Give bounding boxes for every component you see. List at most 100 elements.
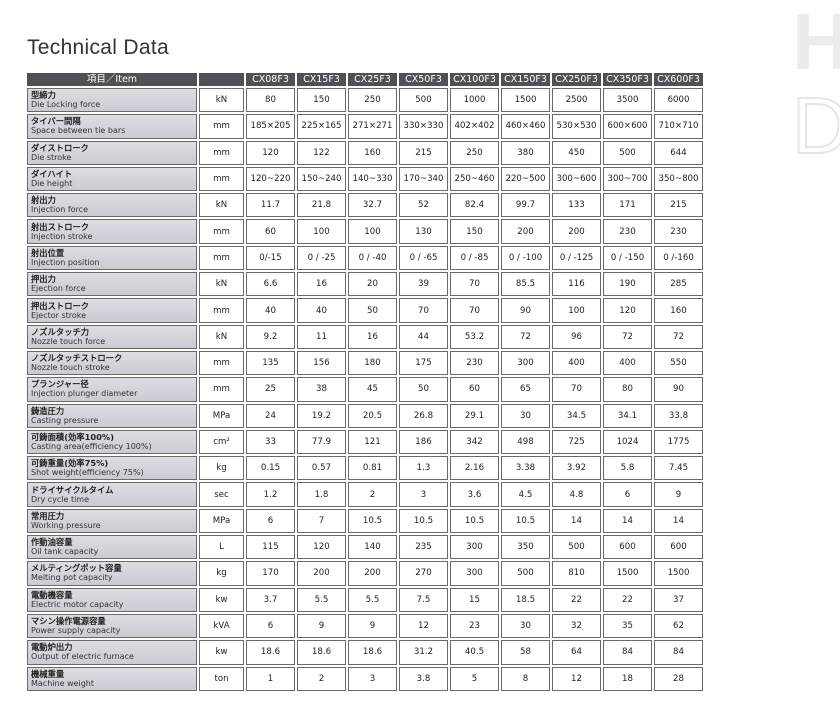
- item-ja: ノズルタッチ力: [31, 326, 90, 337]
- value-cell: 0 / -100: [501, 245, 550, 271]
- value-cell: 3.38: [501, 456, 550, 481]
- value-cell: 80: [246, 88, 295, 113]
- value-cell: 28: [654, 666, 703, 691]
- value-cell: 72: [654, 324, 703, 349]
- value-cell: 100: [348, 219, 397, 244]
- spec-row: 鋳造圧力 Casting pressure MPa 24 19.2 20.5 26.8 29.…: [27, 403, 703, 428]
- value-cell: 5: [450, 666, 499, 691]
- value-cell: 26.8: [399, 403, 448, 428]
- unit-cell: mm: [199, 350, 244, 376]
- model-header: CX350F3: [603, 73, 652, 86]
- model-header: CX15F3: [297, 73, 346, 86]
- item-cell: ダイストローク Die stroke: [27, 140, 197, 165]
- model-header: CX250F3: [552, 73, 601, 86]
- spec-row: 型締力 Die Locking force kN 80 150 250 500 1000 150…: [27, 88, 703, 113]
- value-cell: 300~700: [603, 166, 652, 192]
- value-cell: 140: [348, 535, 397, 560]
- unit-header: [199, 73, 244, 86]
- value-cell: 23: [450, 613, 499, 639]
- item-cell: 作動油容量 Oil tank capacity: [27, 535, 197, 560]
- value-cell: 116: [552, 272, 601, 297]
- value-cell: 50: [399, 377, 448, 402]
- value-cell: 250~460: [450, 166, 499, 192]
- item-en: Oil tank capacity: [31, 547, 99, 557]
- value-cell: 40.5: [450, 640, 499, 665]
- item-cell: 可鋳重量(効率75%) Shot weight(efficiency 75%): [27, 456, 197, 481]
- value-cell: 10.5: [348, 508, 397, 534]
- value-cell: 215: [654, 193, 703, 218]
- spec-row: ダイストローク Die stroke mm 120 122 160 215 250 380 450…: [27, 140, 703, 165]
- value-cell: 7: [297, 508, 346, 534]
- value-cell: 3: [399, 482, 448, 507]
- value-cell: 21.8: [297, 193, 346, 218]
- item-en: Injection stroke: [31, 231, 93, 241]
- value-cell: 32: [552, 613, 601, 639]
- value-cell: 2500: [552, 88, 601, 113]
- value-cell: 121: [348, 429, 397, 455]
- item-en: Melting pot capacity: [31, 573, 113, 583]
- value-cell: 39: [399, 272, 448, 297]
- value-cell: 7.5: [399, 587, 448, 612]
- value-cell: 186: [399, 429, 448, 455]
- value-cell: 33.8: [654, 403, 703, 428]
- unit-cell: kg: [199, 456, 244, 481]
- value-cell: 60: [450, 377, 499, 402]
- value-cell: 135: [246, 350, 295, 376]
- unit-cell: mm: [199, 166, 244, 192]
- item-ja: 鋳造圧力: [31, 405, 65, 416]
- value-cell: 6.6: [246, 272, 295, 297]
- item-cell: 押出ストローク Ejector stroke: [27, 298, 197, 323]
- item-ja: ノズルタッチストローク: [31, 353, 123, 364]
- item-ja: プランジャー径: [31, 379, 89, 390]
- model-header: CX08F3: [246, 73, 295, 86]
- item-ja: メルティングポット容量: [31, 563, 122, 574]
- item-en: Ejector stroke: [31, 310, 87, 320]
- value-cell: 99.7: [501, 193, 550, 218]
- value-cell: 500: [501, 561, 550, 586]
- value-cell: 1500: [603, 561, 652, 586]
- value-cell: 25: [246, 377, 295, 402]
- value-cell: 100: [552, 298, 601, 323]
- item-cell: 射出力 Injection force: [27, 193, 197, 218]
- value-cell: 4.8: [552, 482, 601, 507]
- value-cell: 37: [654, 587, 703, 612]
- value-cell: 6: [246, 508, 295, 534]
- unit-cell: kw: [199, 587, 244, 612]
- item-cell: ダイハイト Die height: [27, 166, 197, 192]
- value-cell: 1000: [450, 88, 499, 113]
- value-cell: 22: [552, 587, 601, 612]
- item-header: 項目／Item: [27, 73, 197, 86]
- decoration-letter: H: [792, 0, 840, 86]
- value-cell: 30: [501, 403, 550, 428]
- value-cell: 100: [297, 219, 346, 244]
- value-cell: 11: [297, 324, 346, 349]
- item-en: Casting pressure: [31, 415, 99, 425]
- value-cell: 20: [348, 272, 397, 297]
- value-cell: 84: [654, 640, 703, 665]
- value-cell: 1500: [501, 88, 550, 113]
- value-cell: 498: [501, 429, 550, 455]
- item-cell: ノズルタッチ力 Nozzle touch force: [27, 324, 197, 349]
- unit-cell: kN: [199, 193, 244, 218]
- spec-row: 常用圧力 Working pressure MPa 6 7 10.5 10.5 10.5 10.…: [27, 508, 703, 534]
- value-cell: 271×271: [348, 114, 397, 139]
- value-cell: 300: [501, 350, 550, 376]
- value-cell: 0 / -40: [348, 245, 397, 271]
- value-cell: 550: [654, 350, 703, 376]
- value-cell: 3500: [603, 88, 652, 113]
- item-en: Space between tie bars: [31, 126, 126, 136]
- item-ja: 機械重量: [31, 668, 65, 679]
- model-header: CX100F3: [450, 73, 499, 86]
- value-cell: 3.6: [450, 482, 499, 507]
- value-cell: 600: [654, 535, 703, 560]
- spec-row: プランジャー径 Injection plunger diameter mm 25 38 4…: [27, 377, 703, 402]
- value-cell: 0.57: [297, 456, 346, 481]
- value-cell: 70: [450, 272, 499, 297]
- value-cell: 96: [552, 324, 601, 349]
- value-cell: 20.5: [348, 403, 397, 428]
- value-cell: 120: [246, 140, 295, 165]
- value-cell: 1.3: [399, 456, 448, 481]
- value-cell: 402×402: [450, 114, 499, 139]
- value-cell: 342: [450, 429, 499, 455]
